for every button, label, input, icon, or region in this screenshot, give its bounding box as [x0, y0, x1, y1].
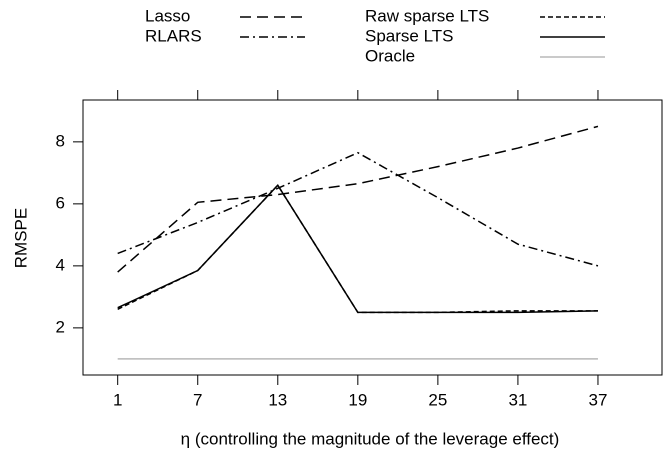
x-tick-label: 19: [348, 390, 367, 409]
x-tick-label: 7: [193, 390, 202, 409]
legend-label: Lasso: [145, 6, 190, 25]
x-tick-label: 31: [508, 390, 527, 409]
legend-label: Sparse LTS: [365, 26, 454, 45]
y-tick-label: 8: [56, 131, 65, 150]
y-axis-label: RMSPE: [11, 208, 30, 268]
legend-label: RLARS: [145, 26, 202, 45]
plot-frame: [82, 99, 663, 376]
x-tick-label: 1: [113, 390, 122, 409]
legend-label: Oracle: [365, 46, 415, 65]
y-tick-label: 6: [56, 193, 65, 212]
series-line: [117, 125, 599, 273]
x-tick-label: 13: [268, 390, 287, 409]
series-line: [117, 184, 598, 314]
series-line: [117, 184, 598, 314]
x-axis-label: η (controlling the magnitude of the leve…: [181, 429, 560, 448]
y-tick-label: 4: [56, 255, 65, 274]
x-tick-label: 37: [589, 390, 608, 409]
series-line: [117, 151, 599, 267]
y-tick-label: 2: [56, 317, 65, 336]
x-tick-label: 25: [428, 390, 447, 409]
legend-label: Raw sparse LTS: [365, 6, 489, 25]
